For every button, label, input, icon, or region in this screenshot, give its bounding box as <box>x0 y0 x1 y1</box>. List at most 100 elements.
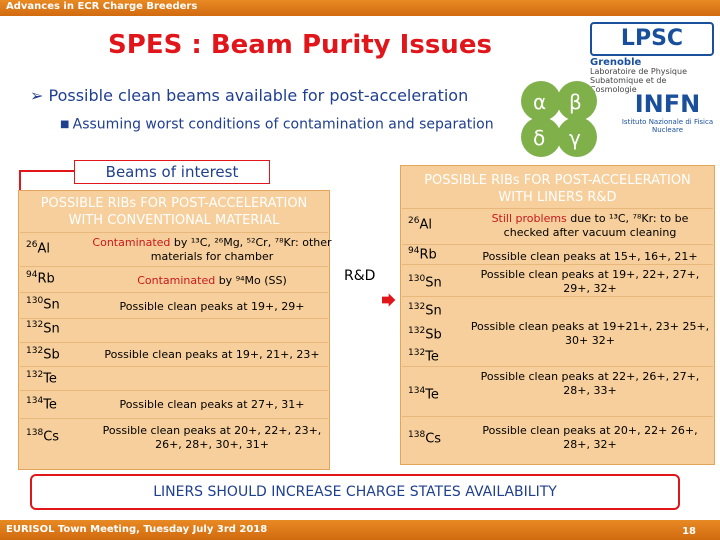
left-isotope: 130Sn <box>26 296 60 312</box>
right-row-separator <box>402 264 713 265</box>
right-mass-number: 130 <box>408 274 426 284</box>
right-element-symbol: Sn <box>425 275 442 291</box>
left-element-symbol: Cs <box>43 429 60 445</box>
left-note: Contaminated by ¹³C, ²⁶Mg, ⁵²Cr, ⁷⁸Kr: o… <box>92 236 332 264</box>
right-note-text: Possible clean peaks at 20+, 22+ 26+, 28… <box>482 424 698 451</box>
left-note: Possible clean peaks at 19+, 21+, 23+ <box>92 348 332 362</box>
square-bullet-icon: ■ <box>60 119 73 130</box>
right-note-text: Possible clean peaks at 19+, 22+, 27+, 2… <box>480 268 700 295</box>
right-row-separator <box>402 416 713 417</box>
left-element-symbol: Sn <box>43 321 60 337</box>
top-bar: Advances in ECR Charge Breeders <box>0 0 720 16</box>
right-note-text: Possible clean peaks at 22+, 26+, 27+, 2… <box>480 370 700 397</box>
right-note: Possible clean peaks at 22+, 26+, 27+, 2… <box>470 370 710 398</box>
left-row-separator <box>20 342 328 343</box>
right-mass-number: 26 <box>408 216 420 226</box>
beams-of-interest-label: Beams of interest <box>74 160 270 184</box>
left-note: Possible clean peaks at 19+, 29+ <box>92 300 332 314</box>
right-heading-line-2: WITH LINERS R&D <box>498 190 617 205</box>
right-isotope: 132Sn <box>408 302 442 318</box>
infn-mark: INFN <box>634 90 701 118</box>
left-element-symbol: Te <box>43 397 57 413</box>
left-panel-heading: POSSIBLE RIBs FOR POST-ACCELERATION WITH… <box>19 195 329 229</box>
conventional-material-panel: POSSIBLE RIBs FOR POST-ACCELERATION WITH… <box>18 190 330 470</box>
left-mass-number: 132 <box>26 370 44 380</box>
right-isotope: 132Sb <box>408 326 442 342</box>
right-note-warning: Still problems <box>491 212 567 225</box>
right-isotope: 130Sn <box>408 274 442 290</box>
left-mass-number: 130 <box>26 296 44 306</box>
right-row-separator <box>402 244 713 245</box>
conference-title: Advances in ECR Charge Breeders <box>6 1 198 12</box>
delta-letter: δ <box>533 126 545 150</box>
slide-title: SPES : Beam Purity Issues <box>108 30 492 60</box>
right-mass-number: 138 <box>408 430 426 440</box>
right-arrow-icon <box>382 293 396 307</box>
lpsc-mark: LPSC <box>590 22 714 56</box>
left-mass-number: 132 <box>26 346 44 356</box>
left-mass-number: 132 <box>26 320 44 330</box>
infn-logo: INFN Istituto Nazionale di Fisica Nuclea… <box>620 90 715 140</box>
right-note: Possible clean peaks at 20+, 22+ 26+, 28… <box>470 424 710 452</box>
left-note-text: Possible clean peaks at 20+, 22+, 23+, 2… <box>102 424 322 451</box>
left-row-separator <box>20 366 328 367</box>
right-mass-number: 132 <box>408 348 426 358</box>
right-note-text: due to ¹³C, ⁷⁸Kr: to be checked after va… <box>503 212 689 239</box>
left-note-text: Possible clean peaks at 19+, 21+, 23+ <box>104 348 320 361</box>
right-element-symbol: Rb <box>419 247 437 263</box>
right-row-separator <box>402 366 713 367</box>
right-mass-number: 134 <box>408 386 426 396</box>
lpsc-city: Grenoble <box>590 57 642 68</box>
right-element-symbol: Sb <box>425 327 442 343</box>
left-note-text: by ¹³C, ²⁶Mg, ⁵²Cr, ⁷⁸Kr: other material… <box>150 236 332 263</box>
right-mass-number: 132 <box>408 326 426 336</box>
left-row-separator <box>20 266 328 267</box>
right-element-symbol: Al <box>419 217 432 233</box>
left-note: Contaminated by ⁹⁴Mo (SS) <box>92 274 332 288</box>
left-heading-line-2: WITH CONVENTIONAL MATERIAL <box>68 213 280 228</box>
left-element-symbol: Te <box>43 371 57 387</box>
beta-letter: β <box>569 90 582 114</box>
left-mass-number: 26 <box>26 240 38 250</box>
right-note: Still problems due to ¹³C, ⁷⁸Kr: to be c… <box>470 212 710 240</box>
right-isotope: 94Rb <box>408 246 437 262</box>
left-note-text: Possible clean peaks at 27+, 31+ <box>119 398 305 411</box>
lpsc-logo: LPSC Grenoble Laboratoire de Physique Su… <box>590 22 714 94</box>
right-heading-line-1: POSSIBLE RIBs FOR POST-ACCELERATION <box>424 173 691 188</box>
left-note-warning: Contaminated <box>137 274 216 287</box>
left-element-symbol: Rb <box>37 271 55 287</box>
right-isotope: 26Al <box>408 216 432 232</box>
right-element-symbol: Sn <box>425 303 442 319</box>
alpha-letter: α <box>533 90 546 114</box>
left-row-separator <box>20 232 328 233</box>
right-row-separator <box>402 296 713 297</box>
sub-bullet: ■ Assuming worst conditions of contamina… <box>60 116 500 134</box>
left-element-symbol: Sb <box>43 347 60 363</box>
left-row-separator <box>20 418 328 419</box>
left-isotope: 26Al <box>26 240 50 256</box>
left-isotope: 138Cs <box>26 428 59 444</box>
right-element-symbol: Te <box>425 349 439 365</box>
rnd-label: R&D <box>344 268 376 284</box>
right-mass-number: 132 <box>408 302 426 312</box>
left-element-symbol: Sn <box>43 297 60 313</box>
right-isotope: 138Cs <box>408 430 441 446</box>
infn-caption: Istituto Nazionale di Fisica Nucleare <box>621 118 714 134</box>
arrow-bullet-icon: ➢ <box>30 86 49 105</box>
left-row-separator <box>20 318 328 319</box>
left-mass-number: 134 <box>26 396 44 406</box>
left-element-symbol: Al <box>37 241 50 257</box>
left-note-text: Possible clean peaks at 19+, 29+ <box>119 300 305 313</box>
right-panel-heading: POSSIBLE RIBs FOR POST-ACCELERATION WITH… <box>401 172 714 206</box>
left-isotope: 94Rb <box>26 270 55 286</box>
left-note-warning: Contaminated <box>92 236 171 249</box>
right-element-symbol: Cs <box>425 431 442 447</box>
gamma-letter: γ <box>569 126 581 150</box>
page-number: 18 <box>682 526 696 537</box>
clover-logo: α β δ γ <box>521 81 597 157</box>
liners-rnd-panel: POSSIBLE RIBs FOR POST-ACCELERATION WITH… <box>400 165 715 465</box>
left-isotope: 132Te <box>26 370 57 386</box>
right-mass-number: 94 <box>408 246 420 256</box>
main-bullet: ➢ Possible clean beams available for pos… <box>30 86 468 105</box>
right-element-symbol: Te <box>425 387 439 403</box>
